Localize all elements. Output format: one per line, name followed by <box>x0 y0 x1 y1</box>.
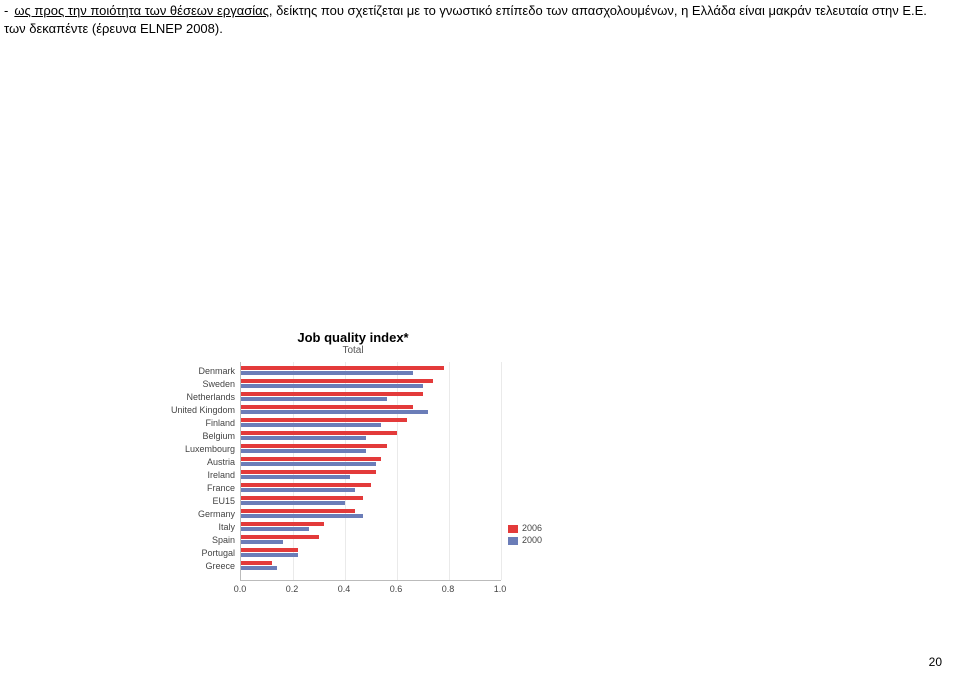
chart-title: Job quality index* <box>148 330 558 345</box>
chart-row: Greece <box>241 560 501 572</box>
bar-2000 <box>241 423 381 427</box>
underlined-phrase: ως προς την ποιότητα των θέσεων εργασίας… <box>14 3 272 18</box>
bar-2000 <box>241 488 355 492</box>
chart-row: Finland <box>241 417 501 429</box>
chart-row: Luxembourg <box>241 443 501 455</box>
chart-row: Denmark <box>241 365 501 377</box>
legend-label: 2006 <box>522 523 542 533</box>
bar-2006 <box>241 522 324 526</box>
body-paragraph: -ως προς την ποιότητα των θέσεων εργασία… <box>4 2 950 37</box>
gridline <box>501 362 502 580</box>
x-tick-label: 0.4 <box>338 584 351 594</box>
chart-row: EU15 <box>241 495 501 507</box>
bar-2006 <box>241 392 423 396</box>
legend-label: 2000 <box>522 535 542 545</box>
bar-2006 <box>241 470 376 474</box>
bar-2000 <box>241 462 376 466</box>
list-dash: - <box>4 3 8 18</box>
chart-subtitle: Total <box>148 345 558 356</box>
bar-2006 <box>241 431 397 435</box>
country-label: Ireland <box>147 469 235 481</box>
chart-row: Ireland <box>241 469 501 481</box>
chart-row: Germany <box>241 508 501 520</box>
bar-2006 <box>241 509 355 513</box>
country-label: Denmark <box>147 365 235 377</box>
country-label: Luxembourg <box>147 443 235 455</box>
country-label: Greece <box>147 560 235 572</box>
country-label: France <box>147 482 235 494</box>
legend-swatch <box>508 525 518 533</box>
bar-2000 <box>241 384 423 388</box>
chart-row: Belgium <box>241 430 501 442</box>
country-label: Austria <box>147 456 235 468</box>
country-label: EU15 <box>147 495 235 507</box>
legend-swatch <box>508 537 518 545</box>
job-quality-chart: Job quality index* Total DenmarkSwedenNe… <box>148 330 558 630</box>
bar-2006 <box>241 496 363 500</box>
country-label: Sweden <box>147 378 235 390</box>
country-label: Italy <box>147 521 235 533</box>
bar-2006 <box>241 535 319 539</box>
country-label: Spain <box>147 534 235 546</box>
x-tick-label: 0.2 <box>286 584 299 594</box>
bar-2006 <box>241 483 371 487</box>
bar-2006 <box>241 366 444 370</box>
bar-2006 <box>241 444 387 448</box>
bar-2000 <box>241 501 345 505</box>
bar-2006 <box>241 379 433 383</box>
plot-area: DenmarkSwedenNetherlandsUnited KingdomFi… <box>240 362 501 581</box>
chart-row: Portugal <box>241 547 501 559</box>
page-number: 20 <box>929 655 942 669</box>
x-tick-label: 0.6 <box>390 584 403 594</box>
country-label: Belgium <box>147 430 235 442</box>
bar-2000 <box>241 527 309 531</box>
chart-row: United Kingdom <box>241 404 501 416</box>
country-label: Finland <box>147 417 235 429</box>
legend-item: 2006 <box>508 522 542 534</box>
chart-row: Netherlands <box>241 391 501 403</box>
bar-2000 <box>241 410 428 414</box>
country-label: Portugal <box>147 547 235 559</box>
chart-row: France <box>241 482 501 494</box>
bar-2000 <box>241 397 387 401</box>
country-label: United Kingdom <box>147 404 235 416</box>
chart-legend: 2006 2000 <box>508 522 542 546</box>
bar-2006 <box>241 418 407 422</box>
country-label: Netherlands <box>147 391 235 403</box>
bar-2000 <box>241 540 283 544</box>
bar-2000 <box>241 566 277 570</box>
bar-2006 <box>241 561 272 565</box>
legend-item: 2000 <box>508 534 542 546</box>
chart-row: Italy <box>241 521 501 533</box>
bar-2000 <box>241 475 350 479</box>
x-tick-label: 0.8 <box>442 584 455 594</box>
bar-2000 <box>241 514 363 518</box>
bar-2000 <box>241 553 298 557</box>
bar-2006 <box>241 548 298 552</box>
chart-row: Spain <box>241 534 501 546</box>
country-label: Germany <box>147 508 235 520</box>
x-tick-label: 0.0 <box>234 584 247 594</box>
chart-row: Sweden <box>241 378 501 390</box>
chart-body: DenmarkSwedenNetherlandsUnited KingdomFi… <box>148 362 558 600</box>
chart-row: Austria <box>241 456 501 468</box>
x-tick-label: 1.0 <box>494 584 507 594</box>
bar-2000 <box>241 371 413 375</box>
bar-2006 <box>241 405 413 409</box>
bar-2006 <box>241 457 381 461</box>
bar-2000 <box>241 449 366 453</box>
bar-2000 <box>241 436 366 440</box>
